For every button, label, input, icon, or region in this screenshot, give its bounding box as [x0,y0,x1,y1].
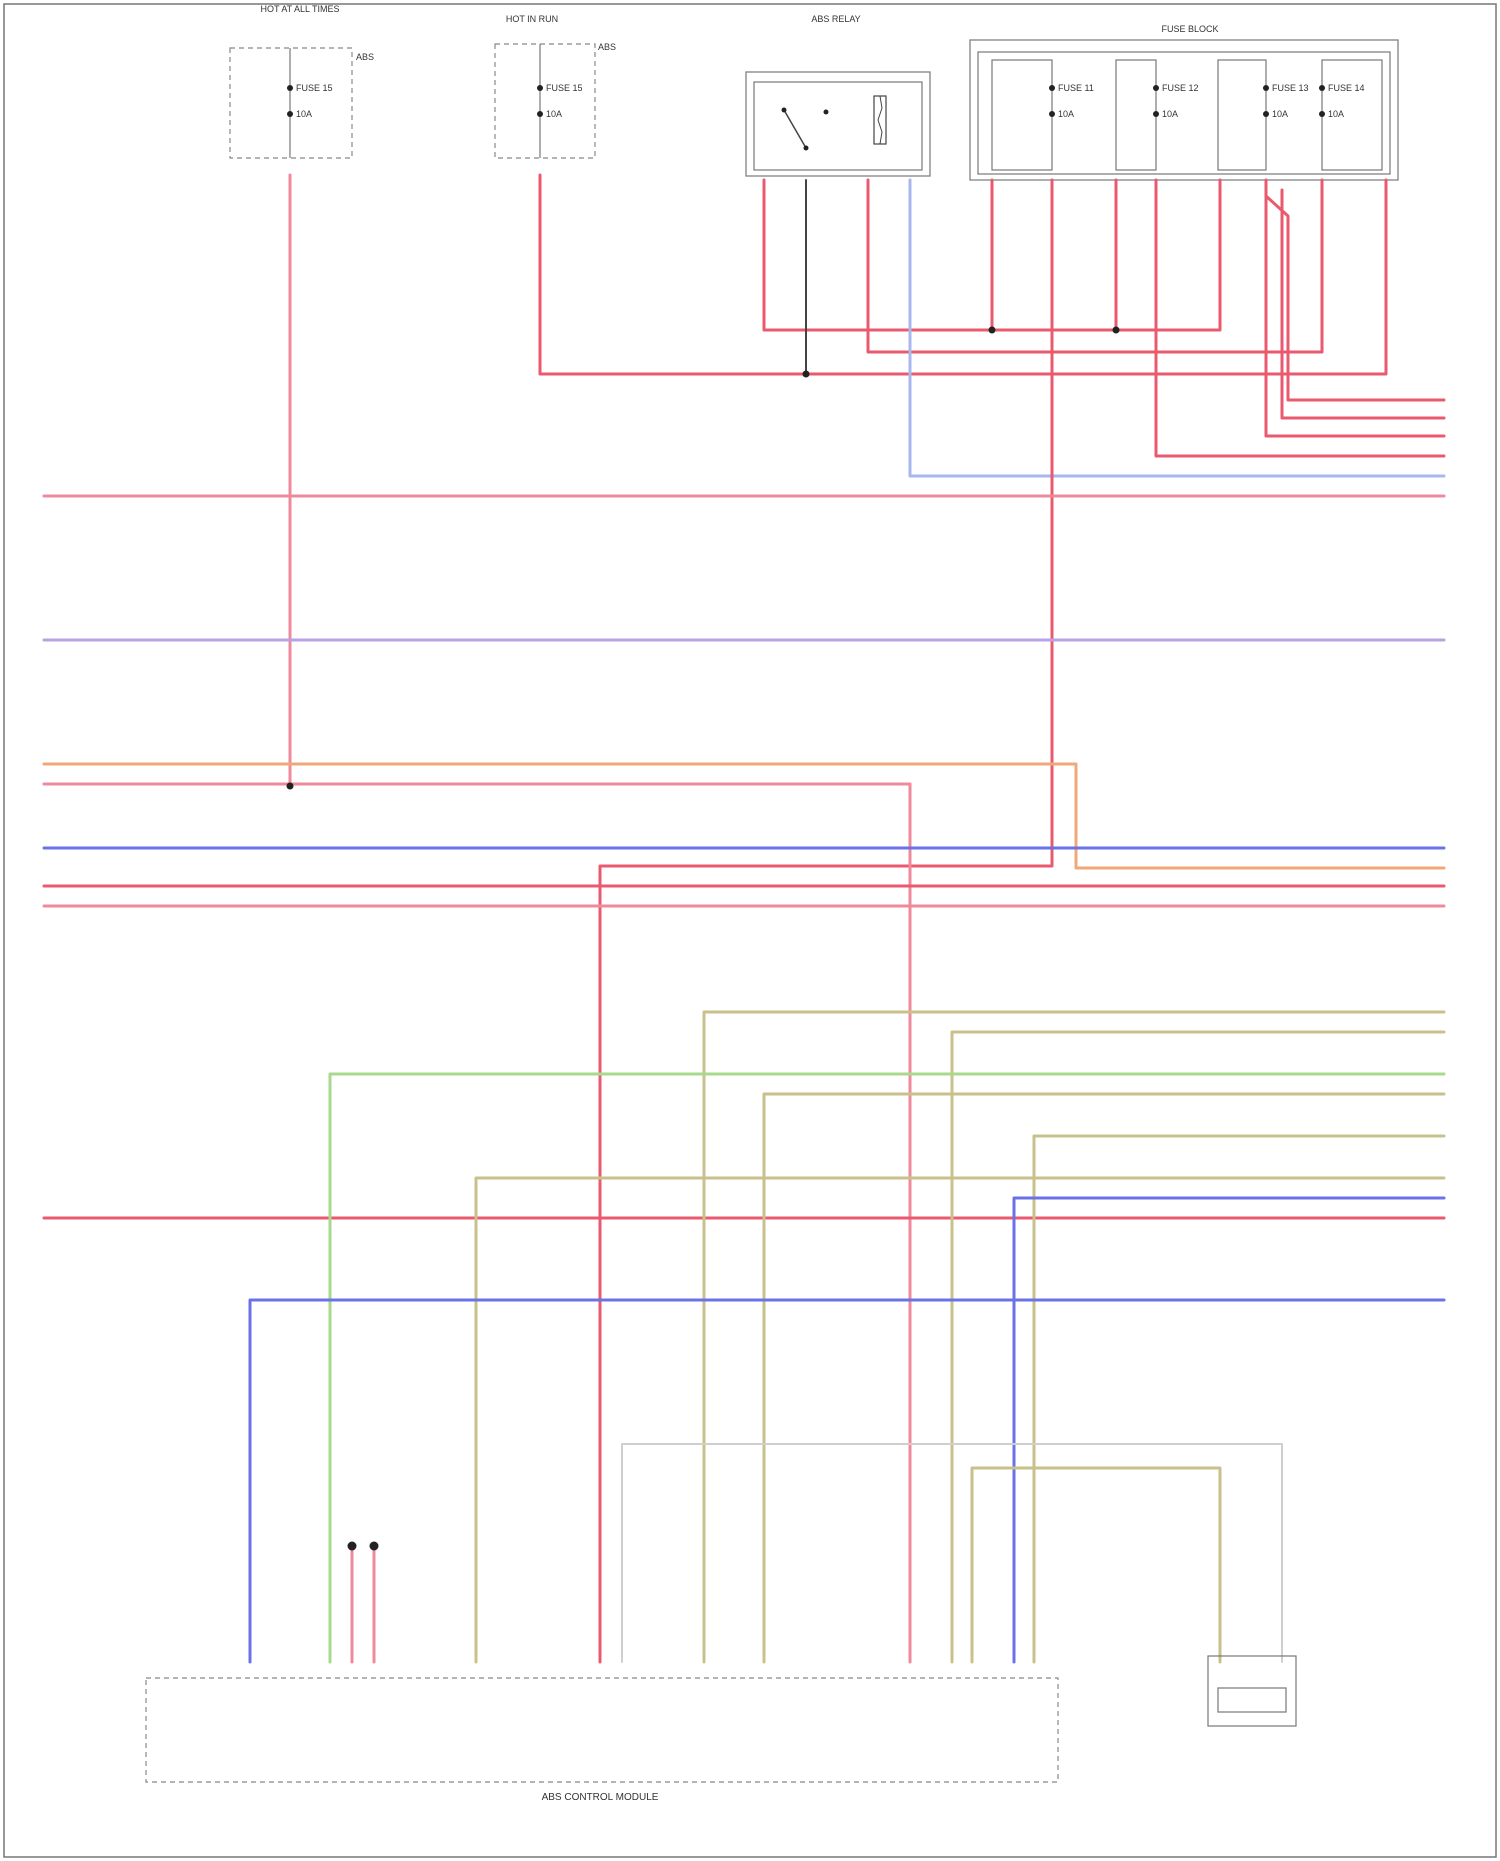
wire-h-row-3 [42,762,1446,870]
control-module-caption-1: ABS CONTROL MODULE [542,1792,659,1803]
wire-relay-4 [908,178,1446,478]
fuse-14-amps: 10A [1328,109,1344,119]
hot-at-all-times-box: HOT AT ALL TIMES FUSE 15 10A ABS [229,4,374,159]
fuse-block-title: FUSE BLOCK [1161,24,1218,34]
fuse-13: FUSE 13 10A [1263,83,1309,119]
fuse-11-label: FUSE 11 [1058,83,1094,93]
wire-fuse-f [1280,188,1446,420]
wire-relay-3 [866,178,1324,354]
fuse-11: FUSE 11 10A [1049,83,1094,119]
sensor [1207,1655,1297,1727]
fuse-14-label: FUSE 14 [1328,83,1365,93]
wire-fuse-g [1264,194,1446,402]
wire-run-feed [538,173,1388,376]
hot-in-run-desc: ABS [598,42,616,52]
fuse-11-amps: 10A [1058,109,1074,119]
wire-blue-2 [248,1298,1446,1664]
hot-in-run-box: HOT IN RUN FUSE 15 10A ABS [494,14,616,159]
wire-h-row-4 [42,782,912,1664]
wire-olive-1 [702,1010,1446,1664]
wire-olive-4 [1032,1134,1446,1664]
wire-fuse-b [598,178,1054,1664]
splices [286,326,1120,1551]
fuse-15-amps-b: 10A [546,109,562,119]
hot-in-run-title: HOT IN RUN [506,14,558,24]
fuse-15-label-b: FUSE 15 [546,83,583,93]
control-module: ABS CONTROL MODULE [145,1677,1059,1803]
wire-olive-3 [762,1092,1446,1664]
fuse-12-label: FUSE 12 [1162,83,1199,93]
wire-gray-loop [621,1443,1283,1663]
wire-blue-1 [1012,1196,1446,1664]
wire-fuse-e [1264,178,1446,438]
wire-olive-2 [950,1030,1446,1664]
fuse-block: FUSE BLOCK FUSE 11 10A FUSE 12 10A FUSE … [969,24,1399,181]
wires [42,173,1446,1664]
relay-title: ABS RELAY [811,14,860,24]
wire-olive-loop [970,1466,1222,1664]
diagram-frame [3,3,1497,1858]
fuse-12-amps: 10A [1162,109,1178,119]
fuse-15-label-a: FUSE 15 [296,83,333,93]
abs-relay-box: ABS RELAY [745,14,931,177]
hot-at-all-times-desc: ABS [356,52,374,62]
wire-fuse-d [1154,178,1446,458]
fuse-15-amps-a: 10A [296,109,312,119]
wire-olive-5 [474,1176,1446,1664]
wire-green-1 [328,1072,1446,1664]
fuse-13-amps: 10A [1272,109,1288,119]
fuse-12: FUSE 12 10A [1153,83,1199,119]
fuse-13-label: FUSE 13 [1272,83,1309,93]
hot-at-all-times-title: HOT AT ALL TIMES [260,4,339,14]
fuse-14: FUSE 14 10A [1319,83,1365,119]
